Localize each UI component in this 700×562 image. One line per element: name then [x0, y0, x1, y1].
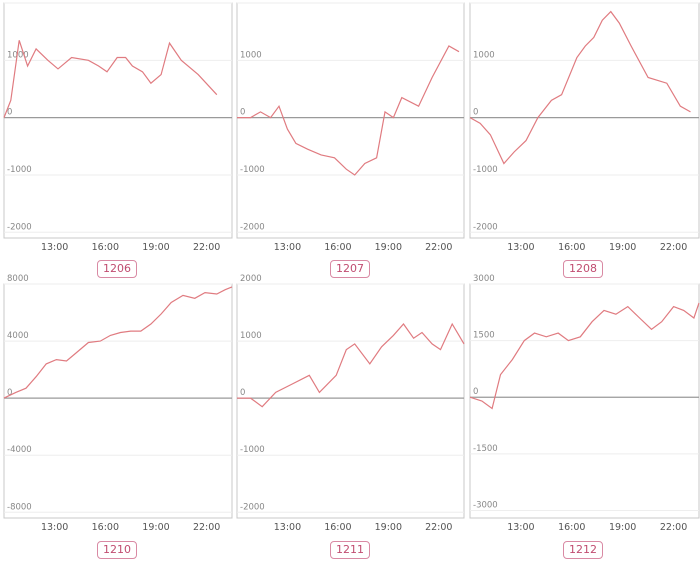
- x-tick-label: 16:00: [92, 242, 119, 253]
- y-tick-label: 0: [7, 388, 12, 398]
- x-tick-label: 22:00: [193, 522, 220, 533]
- x-tick-label: 19:00: [375, 242, 402, 253]
- chart-label-badge[interactable]: 1208: [563, 260, 603, 278]
- chart-panel-1206: 2000 1000 0 -1000 -2000 13:00 16:00 19:00 22:00: [0, 0, 234, 280]
- chart-panel-1208: 2000 1000 0 -1000 -2000 13:00 16:00 19:00 22:00: [467, 0, 700, 280]
- y-tick-label: 3000: [473, 274, 495, 284]
- y-tick-label: 0: [240, 388, 245, 398]
- series-line: [3, 286, 233, 399]
- plot-frame: [3, 2, 233, 239]
- y-tick-label: -2000: [7, 222, 32, 232]
- series-line: [469, 302, 700, 410]
- x-tick-label: 13:00: [41, 242, 68, 253]
- x-tick-label: 19:00: [609, 522, 636, 533]
- chart-panel-1207: 2000 1000 0 -1000 -2000 13:00 16:00 19:00 22:00: [234, 0, 467, 280]
- line-chart: 8000 4000 0 -4000 -8000 13:00 16:00 19:00 22:00: [3, 274, 233, 533]
- x-tick-label: 19:00: [375, 522, 402, 533]
- x-tick-label: 22:00: [425, 522, 452, 533]
- y-tick-label: 2000: [7, 0, 29, 3]
- x-tick-label: 16:00: [92, 522, 119, 533]
- y-tick-label: -4000: [7, 445, 32, 455]
- y-tick-label: -3000: [473, 500, 498, 510]
- y-tick-label: -2000: [473, 222, 498, 232]
- line-chart: 2000 1000 0 -1000 -2000 13:00 16:00 19:00 22:00: [469, 0, 700, 253]
- chart-label-badge[interactable]: 1210: [97, 541, 137, 559]
- y-tick-label: -8000: [7, 502, 32, 512]
- y-tick-label: -1000: [240, 445, 265, 455]
- chart-label-badge[interactable]: 1212: [563, 541, 603, 559]
- series-line: [469, 10, 691, 165]
- x-tick-label: 13:00: [274, 522, 301, 533]
- x-tick-label: 19:00: [609, 242, 636, 253]
- chart-label-badge[interactable]: 1211: [330, 541, 370, 559]
- x-tick-label: 13:00: [274, 242, 301, 253]
- y-tick-label: 2000: [473, 0, 495, 3]
- x-tick-label: 13:00: [41, 522, 68, 533]
- x-tick-label: 13:00: [507, 522, 534, 533]
- plot-frame: [469, 283, 700, 519]
- y-tick-label: 0: [7, 108, 12, 118]
- y-tick-label: -1000: [473, 165, 498, 175]
- x-tick-label: 22:00: [660, 522, 687, 533]
- y-tick-label: 1000: [7, 50, 29, 60]
- chart-panel-1211: 2000 1000 0 -1000 -2000 13:00 16:00 19:00 22:00: [234, 274, 467, 562]
- x-tick-label: 16:00: [324, 522, 351, 533]
- y-tick-label: 0: [473, 108, 478, 118]
- y-tick-label: -1000: [7, 165, 32, 175]
- y-tick-label: 0: [473, 387, 478, 397]
- series-line: [237, 45, 460, 176]
- y-tick-label: 2000: [240, 0, 262, 3]
- x-tick-label: 19:00: [142, 522, 169, 533]
- y-tick-label: 8000: [7, 274, 29, 284]
- x-tick-label: 16:00: [558, 522, 585, 533]
- chart-label-badge[interactable]: 1206: [97, 260, 137, 278]
- x-tick-label: 13:00: [507, 242, 534, 253]
- series-line: [237, 322, 465, 408]
- y-tick-label: -2000: [240, 502, 265, 512]
- line-chart: 2000 1000 0 -1000 -2000 13:00 16:00 19:00 22:00: [236, 0, 465, 253]
- x-tick-label: 16:00: [558, 242, 585, 253]
- plot-frame: [236, 2, 465, 239]
- x-tick-label: 16:00: [324, 242, 351, 253]
- y-tick-label: -2000: [240, 222, 265, 232]
- series-line: [3, 40, 218, 118]
- y-tick-label: 0: [240, 108, 245, 118]
- x-tick-label: 22:00: [193, 242, 220, 253]
- y-tick-label: 2000: [240, 274, 262, 284]
- x-tick-label: 19:00: [142, 242, 169, 253]
- y-tick-label: 1500: [473, 331, 495, 341]
- y-tick-label: 1000: [240, 50, 262, 60]
- chart-panel-1212: 3000 1500 0 -1500 -3000 13:00 16:00 19:00 22:00: [467, 274, 700, 562]
- y-tick-label: -1500: [473, 444, 498, 454]
- chart-panel-1210: 8000 4000 0 -4000 -8000 13:00 16:00 19:00 22:00: [0, 274, 234, 562]
- x-tick-label: 22:00: [660, 242, 687, 253]
- plot-frame: [469, 2, 700, 239]
- y-tick-label: 1000: [473, 50, 495, 60]
- plot-frame: [3, 283, 233, 519]
- x-tick-label: 22:00: [425, 242, 452, 253]
- y-tick-label: 1000: [240, 331, 262, 341]
- y-tick-label: 4000: [7, 331, 29, 341]
- y-tick-label: -1000: [240, 165, 265, 175]
- line-chart: 2000 1000 0 -1000 -2000 13:00 16:00 19:00 22:00: [3, 0, 233, 253]
- chart-label-badge[interactable]: 1207: [330, 260, 370, 278]
- line-chart: 3000 1500 0 -1500 -3000 13:00 16:00 19:00 22:00: [469, 274, 700, 533]
- line-chart: 2000 1000 0 -1000 -2000 13:00 16:00 19:00 22:00: [236, 274, 465, 533]
- plot-frame: [236, 283, 465, 519]
